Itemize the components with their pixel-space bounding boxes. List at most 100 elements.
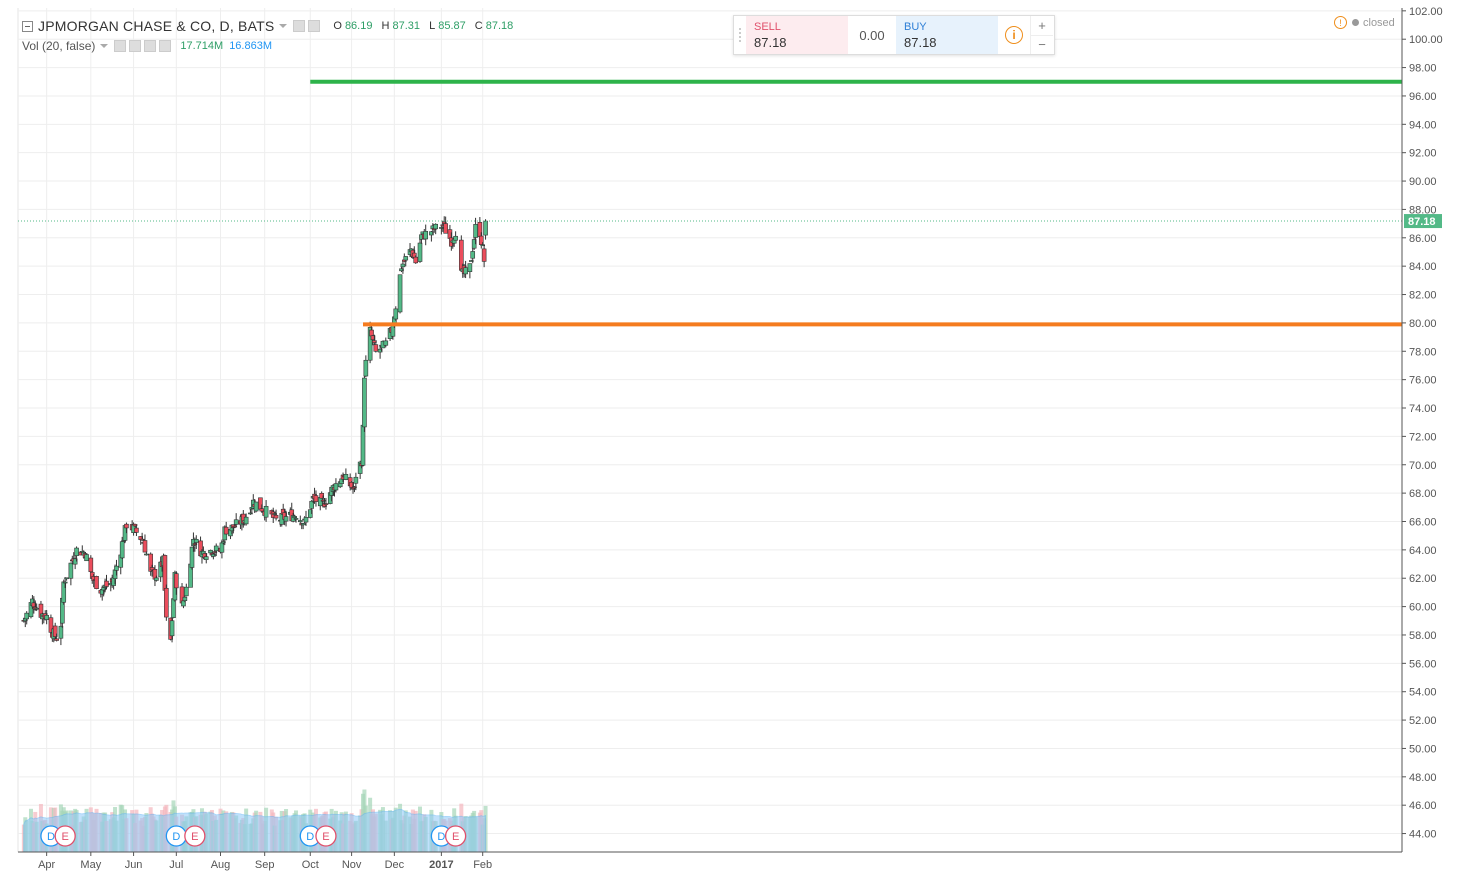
more-icon[interactable] bbox=[308, 20, 321, 32]
x-tick-label: Sep bbox=[255, 859, 275, 871]
open-value: 86.19 bbox=[344, 20, 373, 32]
x-tick-label: Jun bbox=[125, 859, 143, 871]
symbol-row: JPMORGAN CHASE & CO, D, BATS O 86.19 H 87.… bbox=[22, 16, 519, 36]
close-value: 87.18 bbox=[485, 20, 514, 32]
candle-body bbox=[429, 231, 434, 236]
candle-body bbox=[142, 540, 148, 553]
status-dot-icon bbox=[1352, 19, 1359, 26]
candle-body bbox=[453, 235, 458, 241]
volume-indicator-title[interactable]: Vol (20, false) bbox=[22, 39, 96, 53]
y-tick-label: 76.00 bbox=[1409, 375, 1437, 387]
volume-remove-icon[interactable] bbox=[159, 40, 172, 52]
candle-body bbox=[480, 244, 486, 247]
y-tick-label: 60.00 bbox=[1409, 602, 1437, 614]
y-tick-label: 74.00 bbox=[1409, 403, 1437, 415]
candle-body bbox=[443, 223, 448, 234]
chart-legend: JPMORGAN CHASE & CO, D, BATS O 86.19 H 87.… bbox=[22, 16, 519, 56]
candle-body bbox=[189, 546, 195, 568]
volume-settings-icon[interactable] bbox=[114, 40, 127, 52]
decrease-button[interactable]: − bbox=[1031, 34, 1053, 55]
drag-handle-icon[interactable] bbox=[734, 16, 746, 54]
dividend-label: D bbox=[47, 831, 55, 843]
candle-body bbox=[413, 256, 419, 264]
y-tick-label: 56.00 bbox=[1409, 658, 1437, 670]
candle-body bbox=[24, 612, 30, 620]
candle-body bbox=[353, 476, 359, 484]
candle-body bbox=[357, 461, 363, 474]
candle-body bbox=[323, 503, 329, 505]
trading-panel: SELL 87.18 0.00 BUY 87.18 i + − bbox=[733, 15, 1055, 55]
candle-body bbox=[64, 577, 69, 580]
dividend-label: D bbox=[172, 831, 180, 843]
candle-body bbox=[333, 483, 339, 491]
candle-body bbox=[221, 541, 226, 544]
candle-body bbox=[134, 527, 139, 533]
candle-body bbox=[243, 516, 249, 525]
volume-ma-area bbox=[23, 808, 487, 853]
close-label: C bbox=[474, 20, 483, 32]
earnings-marker bbox=[54, 825, 76, 847]
symbol-menu-chevron-icon[interactable] bbox=[279, 24, 288, 28]
candle-body bbox=[114, 565, 119, 571]
low-label: L bbox=[429, 20, 436, 32]
candle-body bbox=[468, 260, 474, 262]
x-tick-label: Oct bbox=[302, 859, 319, 871]
y-tick-label: 80.00 bbox=[1409, 318, 1437, 330]
y-tick-label: 58.00 bbox=[1409, 630, 1437, 642]
candle-body bbox=[139, 538, 145, 541]
buy-button[interactable]: BUY 87.18 bbox=[896, 16, 998, 54]
candle-body bbox=[48, 617, 54, 633]
y-tick-label: 102.00 bbox=[1409, 6, 1443, 18]
candle-body bbox=[373, 344, 379, 352]
candle-body bbox=[58, 625, 64, 639]
candle-body bbox=[263, 505, 269, 518]
volume-add-icon[interactable] bbox=[144, 40, 157, 52]
candle-body bbox=[483, 220, 488, 236]
candle-body bbox=[292, 516, 297, 518]
y-tick-label: 82.00 bbox=[1409, 290, 1437, 302]
settings-icon[interactable] bbox=[293, 20, 306, 32]
warning-icon[interactable]: ! bbox=[1334, 16, 1347, 29]
candle-body bbox=[164, 587, 169, 618]
candle-body bbox=[350, 487, 356, 490]
candle-body bbox=[363, 359, 369, 377]
candle-body bbox=[144, 553, 149, 556]
high-label: H bbox=[381, 20, 390, 32]
price-axis: 44.00 46.00 48.00 50.00 52.00 54.00 56.00 58.00… bbox=[1401, 6, 1443, 852]
increase-button[interactable]: + bbox=[1038, 17, 1046, 33]
candle-body bbox=[182, 596, 188, 601]
candle-body bbox=[372, 340, 377, 343]
earnings-marker bbox=[184, 825, 206, 847]
candle-body bbox=[433, 223, 438, 230]
y-tick-label: 90.00 bbox=[1409, 176, 1437, 188]
candle-body bbox=[367, 327, 373, 361]
y-tick-label: 86.00 bbox=[1409, 233, 1437, 245]
candle-body bbox=[383, 340, 389, 346]
volume-visibility-icon[interactable] bbox=[129, 40, 142, 52]
candle-body bbox=[349, 482, 354, 488]
candle-body bbox=[68, 562, 74, 579]
candle-body bbox=[423, 231, 429, 240]
low-value: 85.87 bbox=[438, 20, 466, 32]
candle-body bbox=[377, 348, 383, 353]
collapse-icon[interactable] bbox=[22, 20, 33, 32]
buy-price: 87.18 bbox=[904, 35, 937, 50]
volume-menu-chevron-icon[interactable] bbox=[100, 44, 109, 48]
candlesticks bbox=[21, 216, 488, 646]
candle-body bbox=[417, 242, 423, 262]
candle-body bbox=[223, 526, 229, 535]
candle-body bbox=[303, 517, 309, 523]
info-button[interactable]: i bbox=[998, 16, 1030, 54]
sell-button[interactable]: SELL 87.18 bbox=[746, 16, 848, 54]
x-tick-label: May bbox=[80, 859, 101, 871]
y-tick-label: 100.00 bbox=[1409, 34, 1443, 46]
candle-body bbox=[104, 580, 109, 587]
symbol-title[interactable]: JPMORGAN CHASE & CO, D, BATS bbox=[38, 18, 275, 34]
y-tick-label: 92.00 bbox=[1409, 148, 1437, 160]
y-tick-label: 88.00 bbox=[1409, 204, 1437, 216]
candle-body bbox=[44, 615, 49, 620]
candle-body bbox=[212, 551, 218, 553]
y-tick-label: 44.00 bbox=[1409, 829, 1437, 841]
candle-body bbox=[272, 513, 277, 515]
